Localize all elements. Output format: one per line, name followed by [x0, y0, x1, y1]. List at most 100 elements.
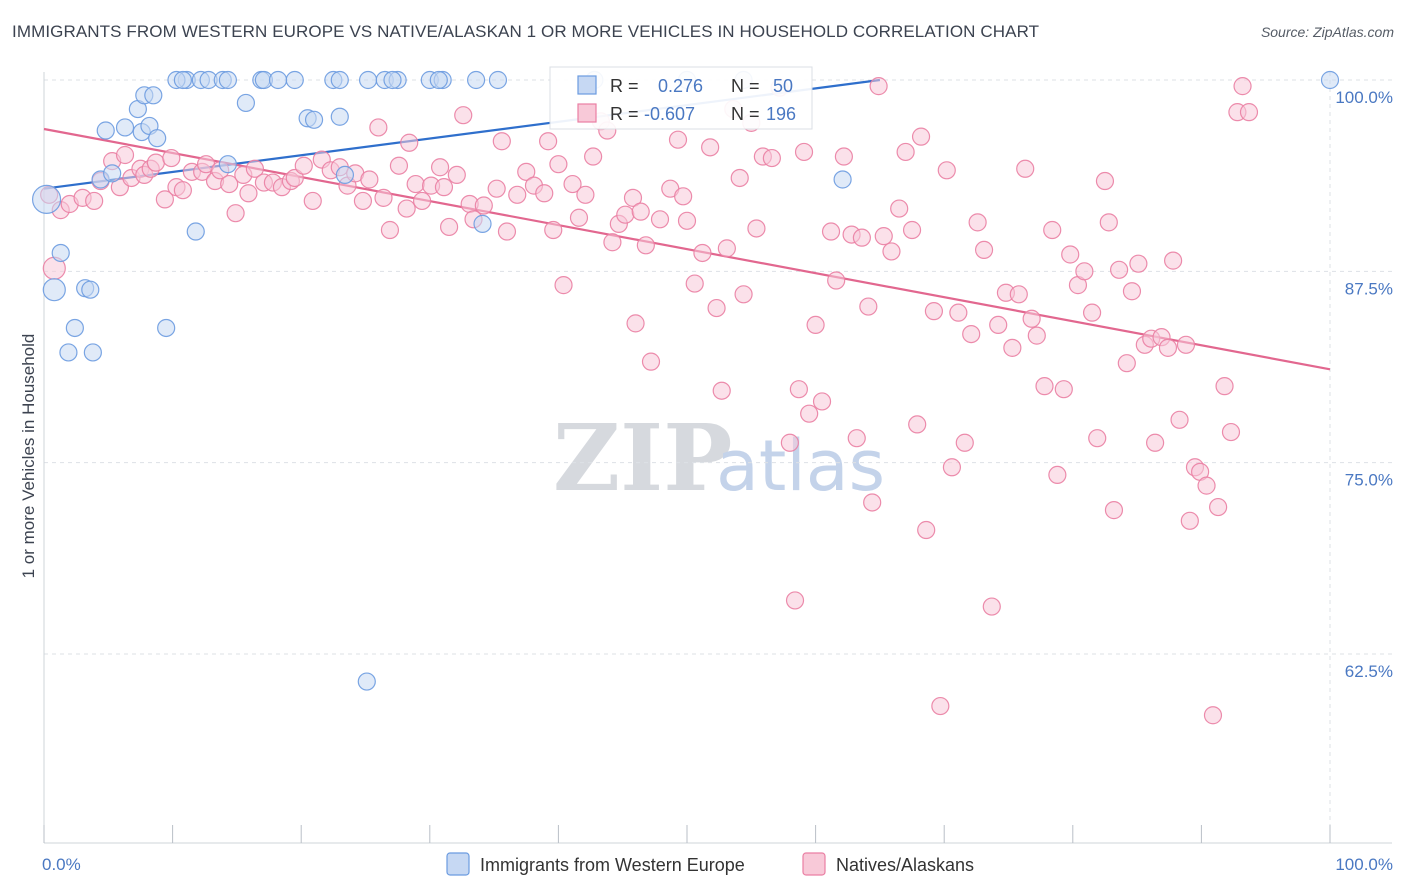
pink-point	[303, 191, 322, 211]
pink-point	[1122, 282, 1142, 301]
pink-point	[492, 132, 511, 151]
pink-point	[454, 106, 473, 125]
blue-point	[186, 222, 205, 241]
bottom-legend-swatch-pink	[802, 852, 826, 876]
pink-point	[1027, 326, 1046, 345]
legend-n-label-1: N =	[731, 104, 760, 124]
pink-point	[412, 191, 432, 211]
blue-point	[148, 129, 167, 148]
blue-point	[357, 672, 376, 691]
pink-point	[569, 208, 589, 227]
pink-point	[931, 696, 950, 716]
pink-point	[827, 271, 846, 290]
pink-point	[982, 597, 1001, 616]
pink-point	[962, 324, 981, 344]
pink-point	[1043, 220, 1062, 240]
blue-point	[144, 86, 163, 105]
bottom-legend-label-1: Natives/Alaskans	[836, 855, 974, 875]
pink-point	[146, 153, 165, 172]
blue-point	[488, 70, 508, 90]
pink-point	[360, 170, 379, 189]
pink-point	[1061, 245, 1080, 264]
pink-point	[701, 138, 720, 157]
pink-point	[517, 162, 536, 181]
blue-point	[285, 70, 304, 90]
pink-point	[1233, 77, 1252, 96]
chart-title: IMMIGRANTS FROM WESTERN EUROPE VS NATIVE…	[12, 22, 1040, 41]
pink-point	[430, 158, 450, 177]
legend-r-value-1: -0.607	[644, 104, 695, 124]
pink-point	[487, 179, 506, 198]
blue-point	[473, 214, 492, 233]
blue-point	[31, 184, 62, 214]
pink-point	[789, 380, 808, 399]
blue-point	[1320, 70, 1340, 90]
pink-point	[852, 228, 871, 247]
y-tick-label: 100.0%	[1335, 88, 1393, 107]
pink-point	[603, 233, 622, 252]
blue-point	[65, 318, 84, 338]
blue-point	[83, 343, 102, 362]
pink-point	[239, 184, 258, 203]
pink-point	[650, 210, 670, 229]
pink-point	[1095, 171, 1115, 191]
pink-point	[397, 199, 416, 218]
legend-r-label-1: R =	[610, 104, 639, 124]
blue-point	[833, 170, 852, 189]
pink-point	[497, 222, 517, 241]
pink-point	[245, 159, 265, 178]
pink-point	[902, 220, 922, 240]
pink-point	[730, 168, 749, 188]
pink-point	[115, 145, 135, 165]
pink-point	[1075, 262, 1094, 281]
blue-point	[51, 243, 70, 263]
pink-point	[882, 242, 901, 261]
pink-point	[1035, 377, 1054, 396]
pink-point	[535, 184, 554, 203]
blue-point	[218, 155, 237, 174]
pink-point	[874, 227, 893, 246]
pink-point	[794, 142, 814, 162]
blue-point	[466, 70, 486, 90]
pink-point	[989, 315, 1008, 335]
pink-point	[389, 156, 409, 175]
pink-point	[631, 202, 650, 221]
pink-point	[1129, 254, 1148, 273]
pink-point	[1164, 251, 1183, 270]
pink-point	[549, 155, 568, 174]
pink-point	[369, 118, 388, 137]
pink-point	[693, 243, 712, 263]
legend-box: R = 0.276 N = 50 R = -0.607 N = 196	[549, 66, 813, 130]
pink-point	[717, 239, 736, 258]
pink-point	[1022, 309, 1041, 328]
pink-point	[155, 190, 174, 209]
legend-swatch-blue	[577, 75, 597, 95]
pink-point	[1146, 433, 1165, 452]
blue-point	[358, 70, 378, 90]
pink-point	[1215, 377, 1234, 396]
blue-point	[115, 118, 135, 137]
blue-point	[383, 70, 402, 90]
blue-point	[429, 70, 448, 90]
pink-point	[869, 77, 888, 96]
pink-point	[641, 352, 661, 371]
pink-point	[616, 205, 635, 224]
blue-point	[173, 70, 192, 90]
pink-point	[821, 222, 841, 241]
pink-point	[539, 132, 558, 151]
pink-point	[942, 458, 962, 477]
pink-point	[1048, 465, 1067, 485]
pink-point	[890, 199, 909, 218]
blue-point	[103, 164, 122, 183]
pink-point	[949, 303, 968, 322]
blue-point	[268, 70, 288, 90]
pink-point	[955, 433, 974, 452]
blue-point	[81, 280, 100, 299]
pink-point	[1158, 338, 1178, 357]
pink-point	[623, 188, 643, 207]
y-tick-label: 62.5%	[1345, 662, 1393, 681]
watermark-zip: ZIP	[553, 404, 732, 512]
pink-point	[162, 148, 181, 168]
blue-point	[304, 110, 324, 129]
pink-point	[285, 168, 304, 188]
